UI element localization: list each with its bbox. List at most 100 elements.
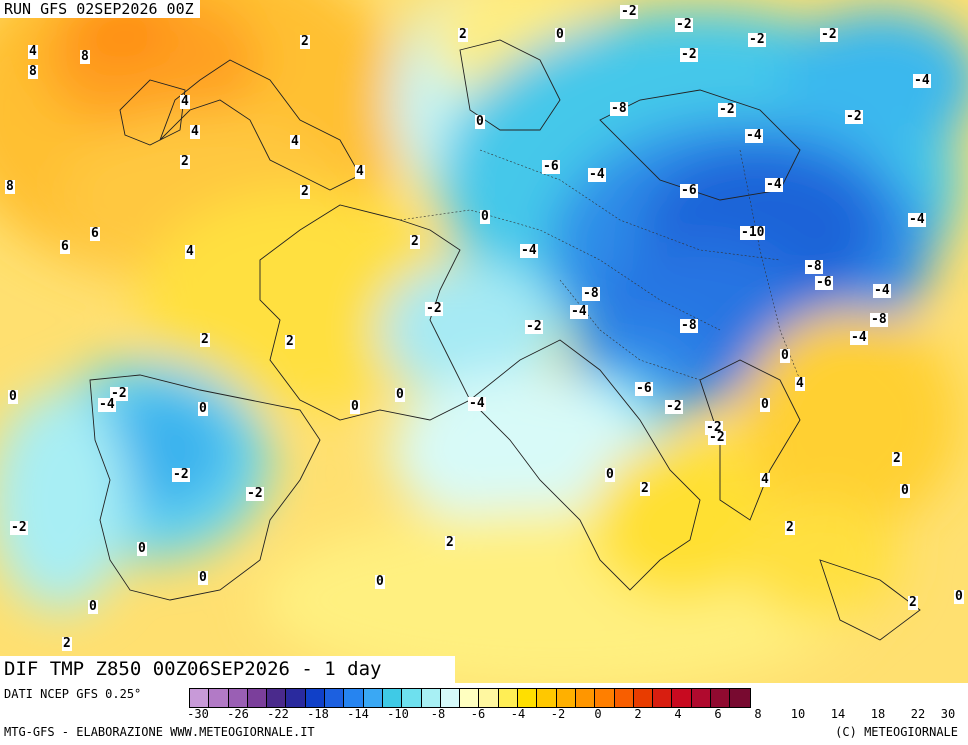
map-canvas <box>0 0 968 683</box>
legend-tick-label: -4 <box>510 707 526 721</box>
contour-label: 4 <box>760 472 770 487</box>
contour-label: 8 <box>5 179 15 194</box>
legend-tick-label: 6 <box>714 707 722 721</box>
contour-label: -2 <box>172 467 190 482</box>
legend-tick-label: -14 <box>347 707 369 721</box>
legend-tick-label: 14 <box>830 707 846 721</box>
contour-label: 4 <box>290 134 300 149</box>
contour-label: -2 <box>110 386 128 401</box>
legend-swatch <box>575 689 596 707</box>
legend-swatch <box>691 689 712 707</box>
legend-swatch <box>614 689 634 707</box>
contour-label: 0 <box>555 27 565 42</box>
coastlines <box>89 39 921 641</box>
legend-swatch <box>382 689 403 707</box>
contour-label: 2 <box>62 636 72 651</box>
legend-swatch <box>247 689 268 707</box>
contour-label: 4 <box>355 164 365 179</box>
legend-swatch <box>402 689 422 707</box>
contour-label: 4 <box>190 124 200 139</box>
legend-swatch <box>440 689 461 707</box>
contour-label: 2 <box>410 234 420 249</box>
legend-tick-label: 4 <box>674 707 682 721</box>
legend-swatch <box>479 689 499 707</box>
legend-tick-label: 10 <box>790 707 806 721</box>
legend-swatch <box>209 689 229 707</box>
contour-label: -4 <box>520 243 538 258</box>
contour-label: 0 <box>137 541 147 556</box>
contour-label: -8 <box>610 101 628 116</box>
legend-tick-label: 22 <box>910 707 926 721</box>
contour-label: -2 <box>525 319 543 334</box>
legend-colorbar <box>189 688 751 708</box>
contour-label: 6 <box>60 239 70 254</box>
legend-tick-label: -10 <box>387 707 409 721</box>
contour-label: 2 <box>892 451 902 466</box>
contour-label: 2 <box>200 332 210 347</box>
contour-label: -6 <box>635 381 653 396</box>
contour-label: 0 <box>375 574 385 589</box>
contour-label: -2 <box>748 32 766 47</box>
contour-label: 4 <box>185 244 195 259</box>
contour-label: -4 <box>913 73 931 88</box>
contour-label: 0 <box>780 348 790 363</box>
contour-label: -4 <box>850 330 868 345</box>
contour-label: -2 <box>680 47 698 62</box>
legend-swatch <box>595 689 615 707</box>
contour-label: -4 <box>588 167 606 182</box>
contour-label: -8 <box>680 318 698 333</box>
legend-tick-label: -6 <box>470 707 486 721</box>
legend-tick-label: 2 <box>634 707 642 721</box>
contour-label: 2 <box>285 334 295 349</box>
legend-swatch <box>344 689 364 707</box>
legend-tick-label: 0 <box>594 707 602 721</box>
legend-swatch <box>498 689 519 707</box>
contour-label: 0 <box>350 399 360 414</box>
contour-label: 2 <box>785 520 795 535</box>
legend-tick-label: -26 <box>227 707 249 721</box>
legend-tick-label: -18 <box>307 707 329 721</box>
contour-label: 2 <box>300 34 310 49</box>
contour-label: 0 <box>8 389 18 404</box>
contour-label: 4 <box>795 376 805 391</box>
copyright: (C) METEOGIORNALE <box>835 725 958 739</box>
contour-label: 0 <box>900 483 910 498</box>
data-source: DATI NCEP GFS 0.25° <box>4 687 142 701</box>
contour-label: -2 <box>246 486 264 501</box>
legend-tick-label: -22 <box>267 707 289 721</box>
contour-label: 8 <box>28 64 38 79</box>
legend-swatch <box>460 689 480 707</box>
contour-label: -4 <box>468 396 486 411</box>
legend-swatch <box>672 689 692 707</box>
contour-label: 0 <box>395 387 405 402</box>
legend-tick-label: -2 <box>550 707 566 721</box>
legend-tick-label: 30 <box>940 707 956 721</box>
legend-swatch <box>286 689 306 707</box>
contour-label: -8 <box>805 259 823 274</box>
legend-swatch <box>228 689 248 707</box>
temperature-field <box>0 0 968 683</box>
contour-label: 4 <box>28 44 38 59</box>
contour-label: 0 <box>475 114 485 129</box>
legend-swatch <box>633 689 654 707</box>
legend-swatch <box>711 689 731 707</box>
contour-label: -2 <box>820 27 838 42</box>
legend-swatch <box>556 689 576 707</box>
color-legend: DATI NCEP GFS 0.25° -30 -26 -22 -18 -14 -10 -8… <box>0 683 968 745</box>
contour-label: 0 <box>88 599 98 614</box>
contour-label: 0 <box>605 467 615 482</box>
contour-label: -2 <box>675 17 693 32</box>
legend-tick-label: 18 <box>870 707 886 721</box>
contour-label: 6 <box>90 226 100 241</box>
contour-label: 2 <box>300 184 310 199</box>
temperature-anomaly-map: RUN GFS 02SEP2026 00Z DIF TMP Z850 00Z06… <box>0 0 968 683</box>
legend-swatch <box>730 689 750 707</box>
contour-label: -4 <box>745 128 763 143</box>
legend-tick-label: 8 <box>754 707 762 721</box>
contour-label: 2 <box>640 481 650 496</box>
contour-label: 8 <box>80 49 90 64</box>
contour-label: 0 <box>480 209 490 224</box>
legend-swatch <box>305 689 326 707</box>
contour-label: 2 <box>458 27 468 42</box>
contour-label: -4 <box>98 397 116 412</box>
